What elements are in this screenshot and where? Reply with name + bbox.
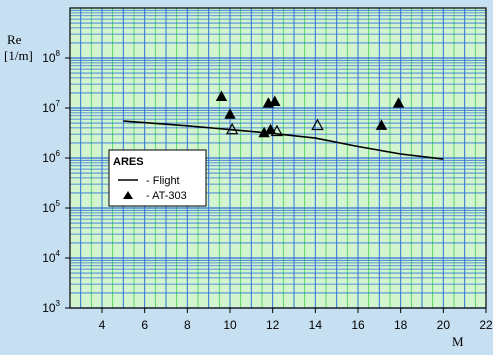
at303-point-filled — [215, 90, 228, 101]
x-tick-label: 4 — [99, 318, 106, 332]
y-tick-label: 104 — [42, 249, 60, 265]
x-tick-label: 10 — [223, 318, 237, 332]
series-layer — [123, 90, 444, 160]
at303-point-open — [270, 124, 284, 137]
at303-point-open — [311, 118, 324, 131]
legend-title: ARES — [113, 156, 144, 168]
x-tick-label: 14 — [309, 318, 323, 332]
y-axis-title-unit: [1/m] — [4, 48, 33, 63]
legend-entry-flight: - Flight — [146, 175, 180, 187]
x-axis-title: M — [452, 334, 464, 349]
y-tick-label: 106 — [42, 149, 60, 165]
at303-point-filled — [269, 95, 281, 106]
x-tick-label: 18 — [394, 318, 408, 332]
at303-point-filled — [375, 119, 388, 130]
y-tick-label: 108 — [42, 49, 60, 65]
flight-line — [123, 120, 444, 160]
x-tick-label: 6 — [141, 318, 148, 332]
y-tick-label: 103 — [42, 299, 60, 315]
y-axis-ticks: 103 104 105 106 107 108 — [42, 49, 70, 315]
x-tick-label: 8 — [184, 318, 191, 332]
at303-point-filled — [392, 97, 405, 108]
y-tick-label: 107 — [42, 99, 60, 115]
at303-point-open — [225, 122, 239, 135]
legend-triangle-swatch — [123, 191, 133, 199]
at303-point-filled — [258, 126, 270, 138]
legend: ARES - Flight - AT-303 — [108, 149, 207, 207]
x-tick-label: 22 — [479, 318, 493, 332]
legend-box — [108, 149, 207, 207]
y-tick-label: 105 — [42, 199, 60, 215]
x-tick-label: 16 — [351, 318, 365, 332]
at303-point-filled — [224, 108, 236, 119]
x-axis-ticks: 4 6 8 10 12 14 16 18 20 22 — [99, 308, 493, 332]
legend-entry-at303: - AT-303 — [146, 190, 187, 202]
x-tick-label: 20 — [437, 318, 451, 332]
x-tick-label: 12 — [266, 318, 280, 332]
y-axis-title-re: Re — [7, 32, 22, 47]
